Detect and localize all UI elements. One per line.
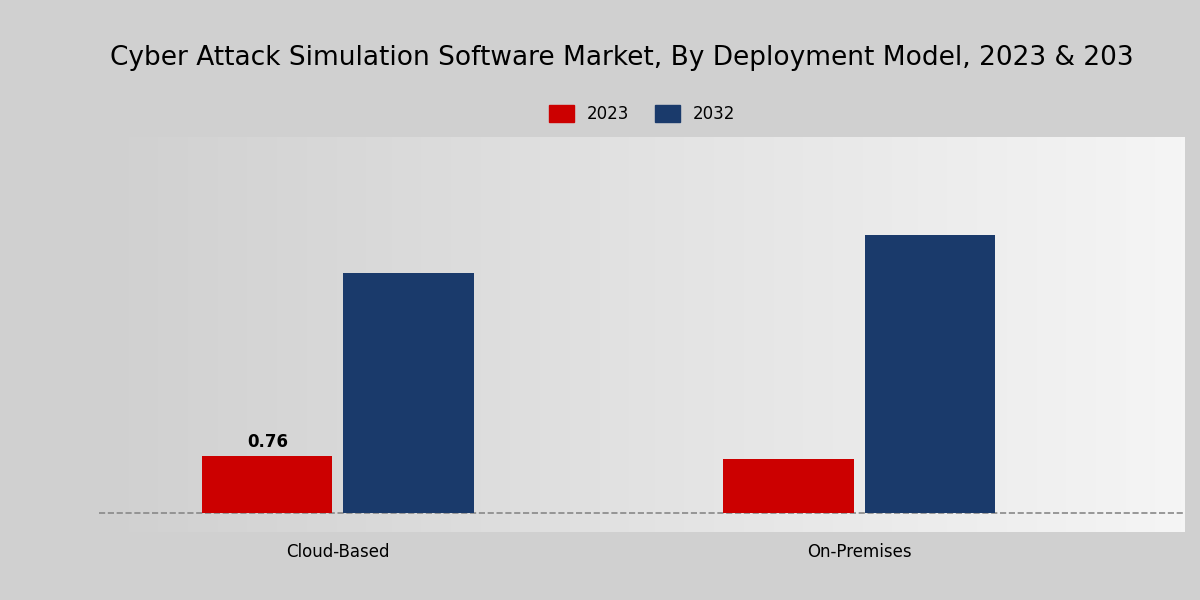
Bar xyxy=(202,456,332,513)
Bar xyxy=(343,272,474,513)
Text: 0.76: 0.76 xyxy=(247,433,288,451)
Bar xyxy=(724,459,853,513)
Text: Cyber Attack Simulation Software Market, By Deployment Model, 2023 & 203: Cyber Attack Simulation Software Market,… xyxy=(110,45,1134,71)
Bar xyxy=(865,235,995,513)
Legend: 2023, 2032: 2023, 2032 xyxy=(542,98,742,130)
